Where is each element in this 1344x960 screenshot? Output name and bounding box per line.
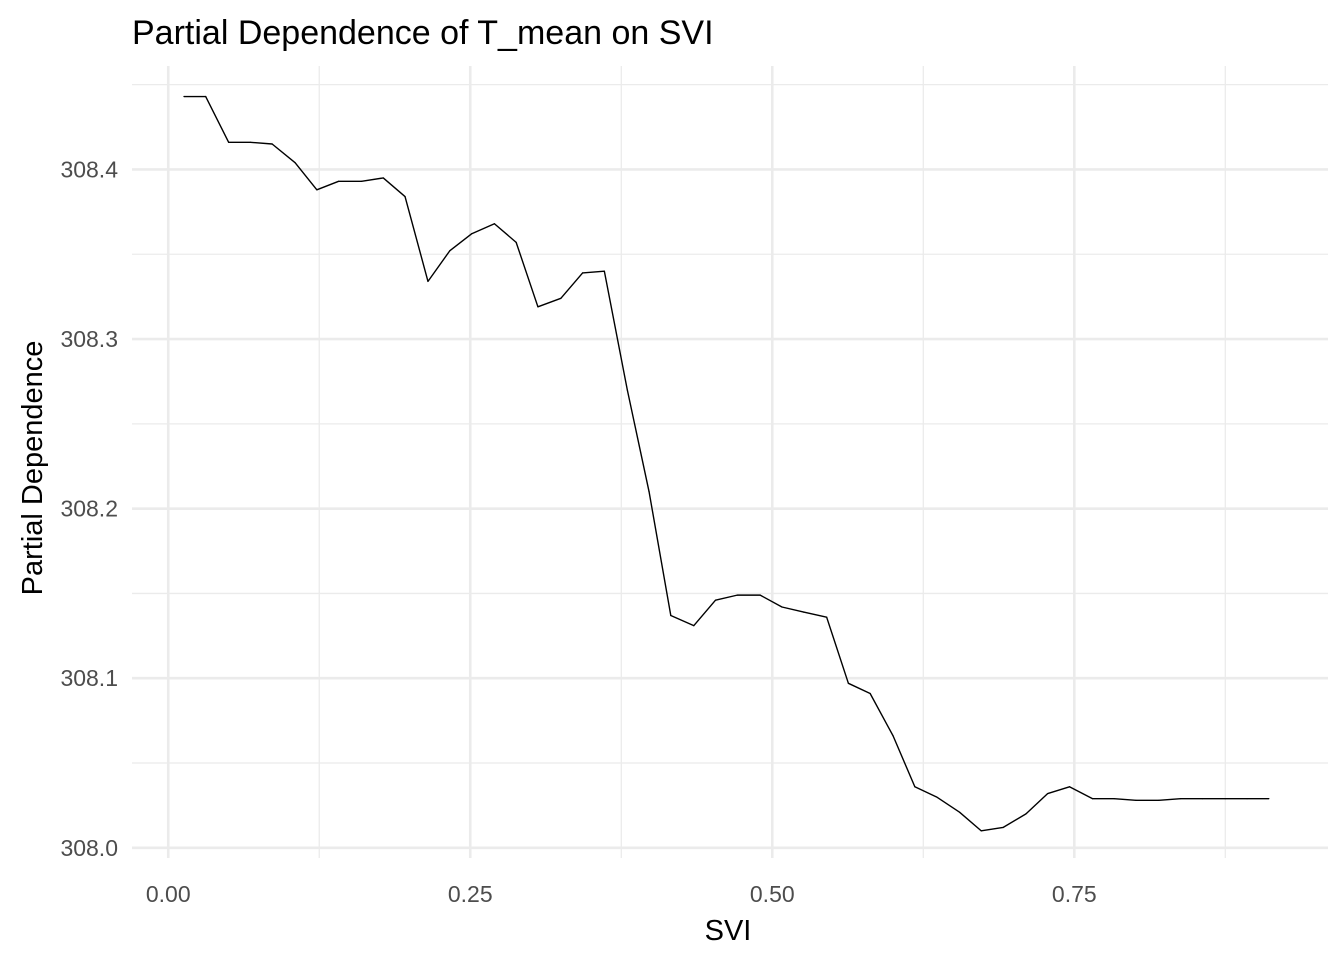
series-line — [183, 95, 1269, 832]
data-point — [803, 611, 805, 613]
data-point — [1246, 798, 1248, 800]
data-point — [935, 796, 938, 798]
data-point — [1047, 792, 1049, 795]
data-point — [360, 180, 363, 182]
data-point — [958, 811, 961, 813]
y-axis-title: Partial Dependence — [17, 341, 49, 596]
data-point — [847, 682, 849, 684]
data-point — [1068, 786, 1071, 788]
y-tick-label: 308.3 — [60, 326, 118, 352]
data-point — [337, 180, 340, 182]
data-point — [1025, 813, 1027, 815]
y-tick-label: 308.4 — [60, 156, 118, 182]
major-gridlines-x — [166, 66, 1076, 858]
y-tick-label: 308.1 — [60, 665, 118, 691]
y-tick-label: 308.2 — [60, 496, 118, 522]
data-point — [892, 735, 894, 737]
data-point — [449, 250, 451, 252]
data-point — [294, 162, 296, 164]
x-tick-label: 0.00 — [146, 881, 191, 907]
data-point — [1268, 798, 1270, 800]
data-point — [493, 223, 496, 225]
data-point — [582, 272, 584, 274]
data-point — [249, 141, 251, 143]
data-point — [826, 616, 828, 618]
x-axis-title: SVI — [705, 915, 752, 947]
data-point — [759, 594, 761, 596]
y-tick-label: 308.0 — [60, 835, 118, 861]
data-point — [980, 830, 982, 832]
data-point — [470, 233, 473, 235]
y-axis-tick-labels: 308.0 308.1 308.2 308.3 308.4 — [60, 156, 118, 860]
data-point — [183, 95, 185, 98]
x-tick-label: 0.75 — [1052, 881, 1097, 907]
data-point — [1224, 798, 1226, 800]
data-point — [404, 195, 406, 198]
x-tick-label: 0.25 — [448, 881, 493, 907]
x-tick-label: 0.50 — [750, 881, 795, 907]
data-point — [537, 306, 539, 308]
minor-gridlines-y — [132, 84, 1328, 764]
data-point — [1135, 799, 1137, 801]
chart-title: Partial Dependence of T_mean on SVI — [132, 14, 714, 52]
data-point — [515, 241, 517, 243]
series-layer — [183, 95, 1270, 832]
data-point — [1201, 798, 1203, 800]
minor-gridlines-x — [318, 66, 1226, 858]
data-point — [228, 141, 230, 143]
major-gridlines-y — [132, 168, 1328, 850]
data-point — [1002, 826, 1004, 829]
data-point — [1180, 798, 1182, 800]
data-point — [1158, 799, 1160, 801]
data-point — [670, 614, 672, 617]
data-point — [603, 270, 605, 272]
data-point — [382, 177, 384, 179]
data-point — [781, 606, 783, 608]
data-point — [693, 625, 695, 627]
data-point — [1113, 798, 1115, 800]
data-point — [1091, 798, 1094, 800]
data-point — [736, 594, 738, 596]
data-point — [914, 786, 916, 788]
data-point — [427, 280, 429, 282]
data-point — [626, 389, 628, 391]
data-point — [560, 297, 562, 299]
data-point — [271, 143, 273, 145]
x-axis-tick-labels: 0.00 0.25 0.50 0.75 — [146, 881, 1097, 907]
data-point — [869, 692, 871, 695]
data-point — [205, 95, 207, 98]
data-point — [714, 599, 717, 601]
data-point — [648, 491, 650, 493]
data-point — [316, 189, 318, 191]
